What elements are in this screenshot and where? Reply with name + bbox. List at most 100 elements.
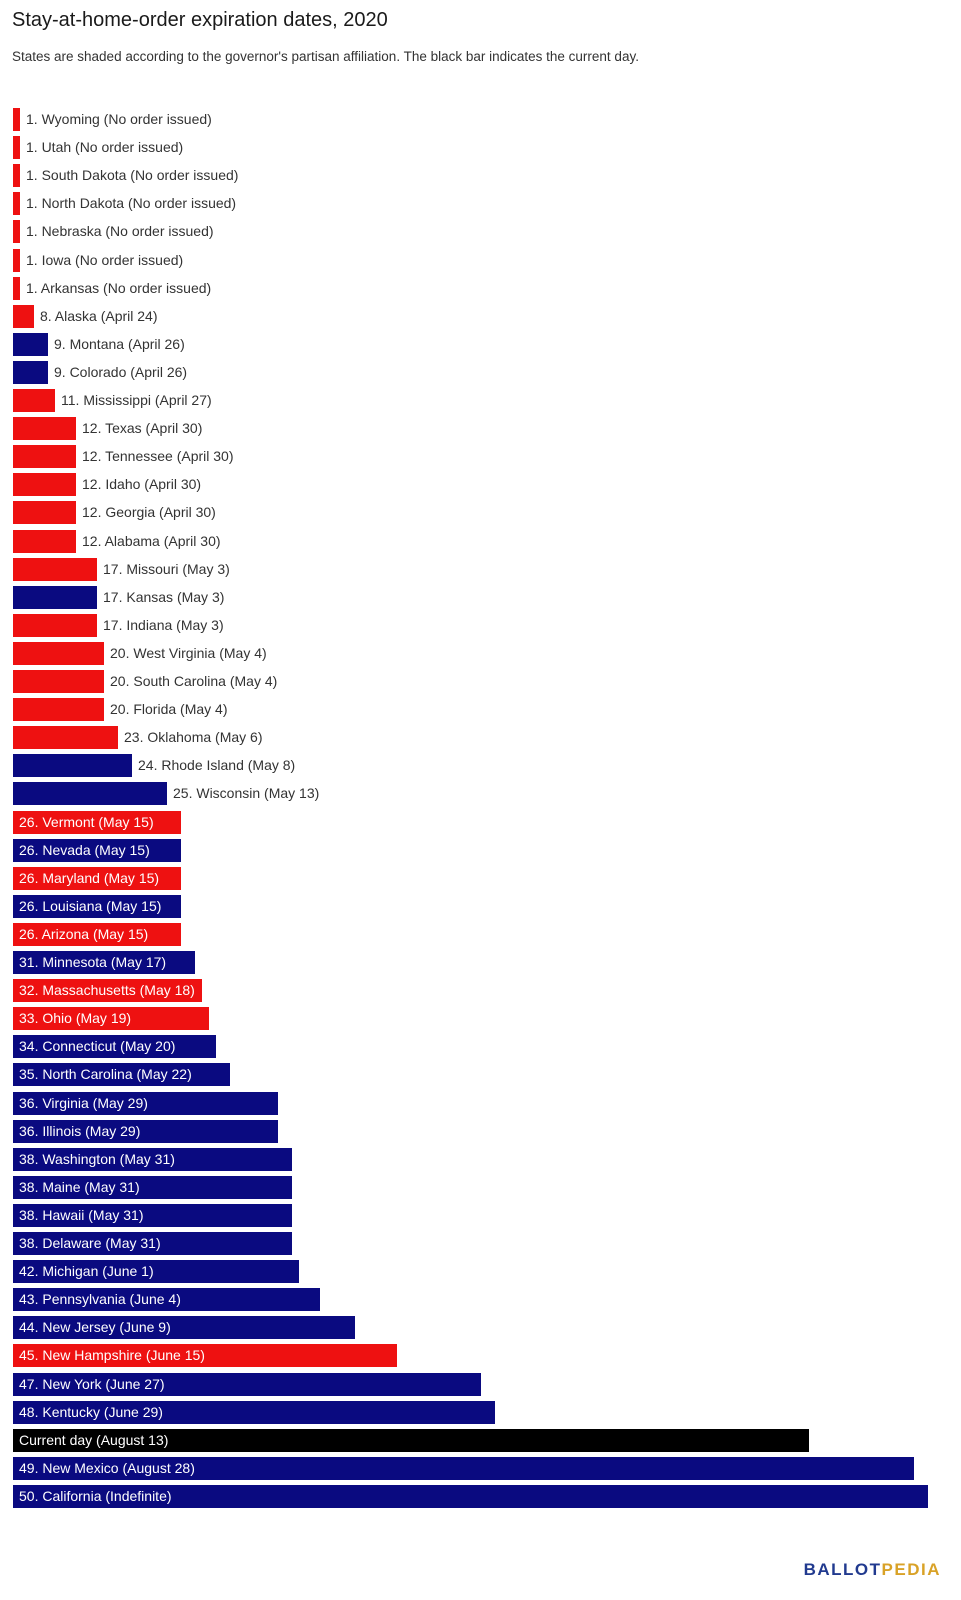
bar-46	[13, 1401, 495, 1424]
bar-label-12: 12. Tennessee (April 30)	[82, 448, 234, 464]
bar-48	[13, 1457, 914, 1480]
bar-label-23: 24. Rhode Island (May 8)	[138, 757, 296, 773]
bar-label-14: 12. Georgia (April 30)	[82, 504, 216, 520]
bar-17	[13, 586, 97, 609]
bar-label-26: 26. Nevada (May 15)	[19, 842, 150, 858]
bar-11	[13, 417, 76, 440]
bar-41	[13, 1260, 299, 1283]
bar-label-4: 1. Nebraska (No order issued)	[26, 223, 214, 239]
bar-36	[13, 1120, 278, 1143]
bar-label-39: 38. Hawaii (May 31)	[19, 1207, 144, 1223]
bar-15	[13, 530, 76, 553]
bar-label-34: 35. North Carolina (May 22)	[19, 1066, 192, 1082]
bar-label-36: 36. Illinois (May 29)	[19, 1123, 141, 1139]
bar-30	[13, 951, 195, 974]
bar-42	[13, 1288, 320, 1311]
bar-3	[13, 192, 20, 215]
bar-label-32: 33. Ohio (May 19)	[19, 1010, 132, 1026]
bar-29	[13, 923, 181, 946]
bar-label-5: 1. Iowa (No order issued)	[26, 252, 184, 268]
bar-44	[13, 1344, 397, 1367]
ballotpedia-logo: BALLOTPEDIA	[804, 1560, 941, 1580]
bar-31	[13, 979, 202, 1002]
bar-40	[13, 1232, 292, 1255]
bar-label-6: 1. Arkansas (No order issued)	[26, 280, 212, 296]
bar-label-2: 1. South Dakota (No order issued)	[26, 167, 239, 183]
bar-18	[13, 614, 97, 637]
bar-5	[13, 249, 20, 272]
bar-label-1: 1. Utah (No order issued)	[26, 139, 184, 155]
bar-label-22: 23. Oklahoma (May 6)	[124, 729, 263, 745]
bar-label-8: 9. Montana (April 26)	[54, 336, 185, 352]
bar-label-11: 12. Texas (April 30)	[82, 420, 203, 436]
bar-label-30: 31. Minnesota (May 17)	[19, 954, 167, 970]
bar-label-10: 11. Mississippi (April 27)	[61, 392, 212, 408]
bar-label-40: 38. Delaware (May 31)	[19, 1235, 161, 1251]
bar-label-7: 8. Alaska (April 24)	[40, 308, 158, 324]
bar-label-17: 17. Kansas (May 3)	[103, 589, 225, 605]
bar-label-49: 50. California (Indefinite)	[19, 1488, 172, 1504]
bar-label-45: 47. New York (June 27)	[19, 1376, 165, 1392]
bar-22	[13, 726, 118, 749]
bar-16	[13, 558, 97, 581]
bar-label-44: 45. New Hampshire (June 15)	[19, 1347, 205, 1363]
bar-label-41: 42. Michigan (June 1)	[19, 1263, 154, 1279]
bar-32	[13, 1007, 209, 1030]
bar-label-3: 1. North Dakota (No order issued)	[26, 195, 237, 211]
bar-23	[13, 754, 132, 777]
bar-14	[13, 501, 76, 524]
bar-label-9: 9. Colorado (April 26)	[54, 364, 188, 380]
bar-21	[13, 698, 104, 721]
logo-text-ballot: BALLOT	[803, 1560, 882, 1579]
bar-label-13: 12. Idaho (April 30)	[82, 476, 202, 492]
bar-label-35: 36. Virginia (May 29)	[19, 1095, 148, 1111]
bar-47	[13, 1429, 809, 1452]
bar-label-20: 20. South Carolina (May 4)	[110, 673, 278, 689]
bar-49	[13, 1485, 928, 1508]
bar-label-29: 26. Arizona (May 15)	[19, 926, 149, 942]
bar-label-24: 25. Wisconsin (May 13)	[173, 785, 320, 801]
bar-37	[13, 1148, 292, 1171]
bar-label-47: Current day (August 13)	[19, 1432, 169, 1448]
bar-label-37: 38. Washington (May 31)	[19, 1151, 175, 1167]
bar-10	[13, 389, 55, 412]
bar-label-33: 34. Connecticut (May 20)	[19, 1038, 176, 1054]
bar-6	[13, 277, 20, 300]
bar-label-16: 17. Missouri (May 3)	[103, 561, 230, 577]
bar-25	[13, 811, 181, 834]
bar-33	[13, 1035, 216, 1058]
bar-45	[13, 1373, 481, 1396]
bar-label-46: 48. Kentucky (June 29)	[19, 1404, 163, 1420]
bar-43	[13, 1316, 355, 1339]
bar-label-48: 49. New Mexico (August 28)	[19, 1460, 195, 1476]
bar-label-15: 12. Alabama (April 30)	[82, 533, 221, 549]
bar-0	[13, 108, 20, 131]
bar-24	[13, 782, 167, 805]
bar-1	[13, 136, 20, 159]
bar-20	[13, 670, 104, 693]
bar-label-42: 43. Pennsylvania (June 4)	[19, 1291, 181, 1307]
bar-19	[13, 642, 104, 665]
bar-13	[13, 473, 76, 496]
bar-27	[13, 867, 181, 890]
bar-label-31: 32. Massachusetts (May 18)	[19, 982, 195, 998]
bar-label-38: 38. Maine (May 31)	[19, 1179, 140, 1195]
bar-4	[13, 220, 20, 243]
bar-39	[13, 1204, 292, 1227]
bar-26	[13, 839, 181, 862]
bar-12	[13, 445, 76, 468]
bar-label-25: 26. Vermont (May 15)	[19, 814, 154, 830]
bar-9	[13, 361, 48, 384]
bar-34	[13, 1063, 230, 1086]
bar-2	[13, 164, 20, 187]
bar-28	[13, 895, 181, 918]
bar-label-18: 17. Indiana (May 3)	[103, 617, 224, 633]
chart-subtitle: States are shaded according to the gover…	[12, 49, 639, 64]
bar-label-27: 26. Maryland (May 15)	[19, 870, 160, 886]
bar-label-19: 20. West Virginia (May 4)	[110, 645, 267, 661]
chart-title: Stay-at-home-order expiration dates, 202…	[12, 9, 388, 31]
bar-35	[13, 1092, 278, 1115]
bar-38	[13, 1176, 292, 1199]
bar-7	[13, 305, 34, 328]
